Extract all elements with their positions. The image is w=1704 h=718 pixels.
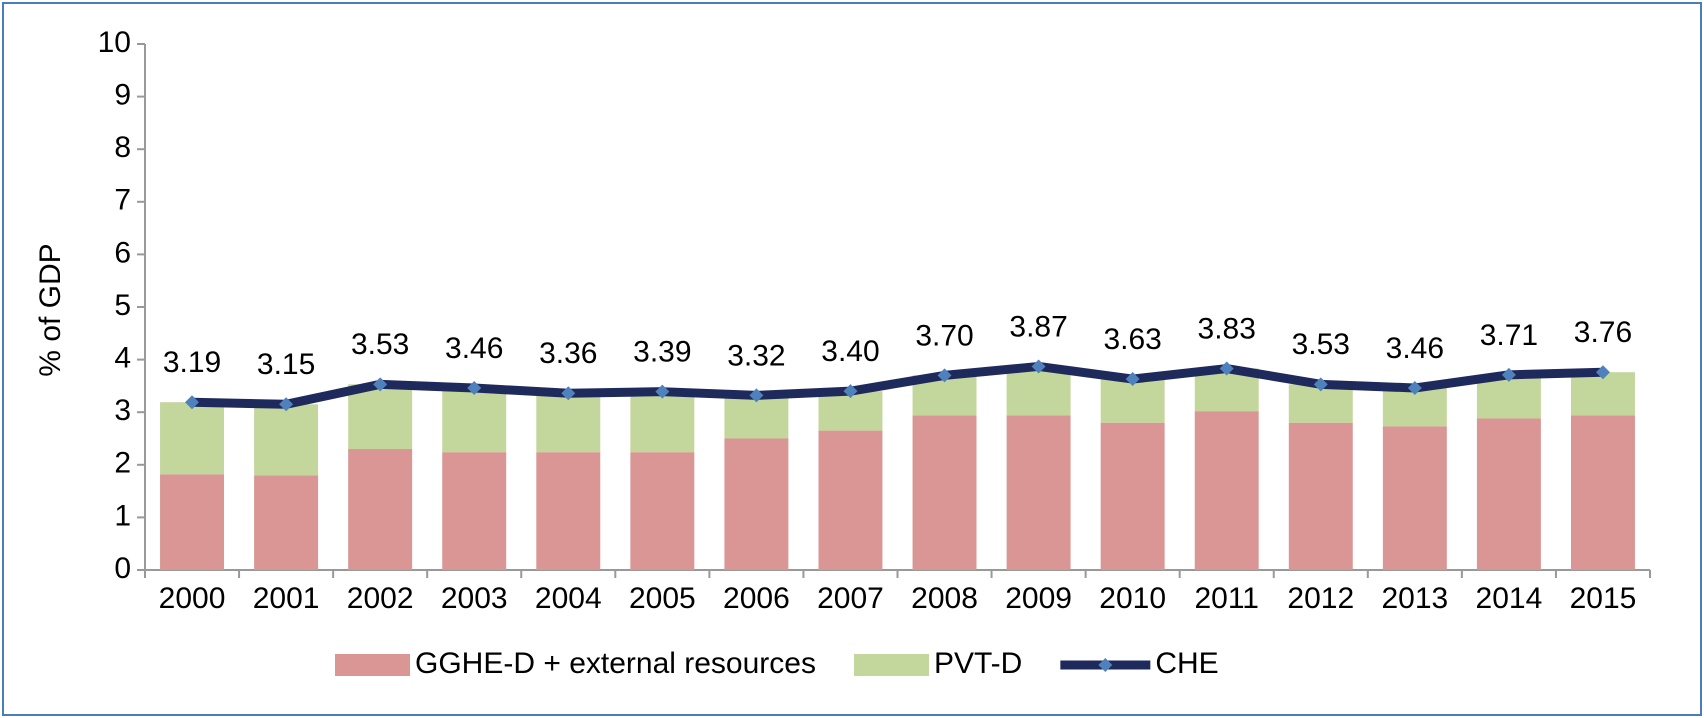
bar-segment — [348, 384, 413, 450]
y-tick-label: 10 — [98, 26, 131, 59]
x-tick-label: 2014 — [1476, 582, 1543, 615]
bar-segment — [630, 452, 695, 570]
marker — [1219, 361, 1234, 376]
x-tick-label: 2008 — [911, 582, 978, 615]
bar-segment — [818, 430, 883, 570]
x-tick-label: 2011 — [1194, 582, 1259, 615]
bar-segment — [160, 402, 225, 475]
y-tick-label: 3 — [114, 394, 131, 427]
legend-label: PVT-D — [934, 647, 1022, 680]
marker — [467, 381, 482, 396]
bar-segment — [442, 388, 507, 453]
bar-segment — [160, 474, 225, 570]
data-label: 3.46 — [1386, 332, 1444, 365]
bar-segment — [912, 415, 977, 570]
x-tick-label: 2001 — [253, 582, 320, 615]
marker — [1313, 377, 1328, 392]
marker — [1125, 372, 1140, 387]
bar-segment — [1006, 366, 1071, 416]
data-label: 3.15 — [257, 348, 315, 381]
bar-segment — [1006, 415, 1071, 570]
marker — [655, 384, 670, 399]
bar-segment — [1288, 422, 1353, 570]
data-label: 3.70 — [915, 319, 973, 352]
y-tick-label: 0 — [114, 552, 131, 585]
bar-segment — [536, 452, 601, 570]
data-label: 3.32 — [727, 339, 785, 372]
marker — [561, 386, 576, 401]
data-label: 3.83 — [1198, 312, 1256, 345]
x-tick-label: 2007 — [817, 582, 884, 615]
legend-marker — [1098, 658, 1113, 672]
x-tick-label: 2013 — [1381, 582, 1448, 615]
y-tick-label: 6 — [114, 236, 131, 269]
y-tick-label: 4 — [114, 342, 131, 375]
marker — [1501, 367, 1516, 382]
x-tick-label: 2002 — [347, 582, 414, 615]
legend-label: CHE — [1155, 647, 1218, 680]
data-label: 3.36 — [539, 337, 597, 370]
data-label: 3.53 — [351, 328, 409, 361]
bar-segment — [254, 404, 319, 476]
bar-segment — [1100, 422, 1165, 570]
bar-segment — [1100, 379, 1165, 423]
bar-segment — [724, 395, 789, 439]
x-tick-label: 2015 — [1570, 582, 1637, 615]
legend-swatch — [853, 654, 929, 676]
x-tick-label: 2004 — [535, 582, 602, 615]
marker — [843, 384, 858, 399]
legend-swatch — [335, 654, 410, 676]
data-label: 3.76 — [1574, 316, 1632, 349]
y-tick-label: 8 — [114, 131, 131, 164]
data-label: 3.39 — [633, 336, 691, 369]
data-label: 3.53 — [1292, 328, 1350, 361]
x-tick-label: 2012 — [1287, 582, 1354, 615]
y-tick-label: 2 — [114, 447, 131, 480]
marker — [749, 388, 764, 403]
y-tick-label: 1 — [114, 499, 131, 532]
bar-segment — [724, 438, 789, 570]
bar-segment — [348, 449, 413, 570]
data-label: 3.46 — [445, 332, 503, 365]
x-tick-label: 2005 — [629, 582, 696, 615]
bar-segment — [1570, 372, 1635, 416]
y-tick-label: 9 — [114, 79, 131, 112]
y-axis-label: % of GDP — [34, 243, 67, 376]
x-tick-label: 2009 — [1005, 582, 1072, 615]
marker — [1407, 381, 1422, 396]
x-tick-label: 2010 — [1099, 582, 1166, 615]
line — [191, 361, 1604, 409]
bar-segment — [442, 452, 507, 570]
y-tick-label: 5 — [114, 289, 131, 322]
y-tick-label: 7 — [114, 184, 131, 217]
data-label: 3.40 — [821, 335, 879, 368]
bar-segment — [630, 391, 695, 453]
marker — [185, 395, 200, 410]
bar-segment — [1476, 418, 1541, 570]
marker — [373, 377, 388, 392]
x-tick-label: 2000 — [159, 582, 226, 615]
marker — [1595, 365, 1610, 380]
x-tick-label: 2003 — [441, 582, 508, 615]
bar-segment — [1382, 426, 1447, 570]
marker — [937, 368, 952, 383]
legend-label: GGHE-D + external resources — [415, 647, 816, 680]
data-label: 3.63 — [1103, 323, 1161, 356]
bar-segment — [536, 393, 601, 453]
marker — [1031, 359, 1046, 374]
bar-segment — [1570, 415, 1635, 570]
data-label: 3.19 — [163, 346, 221, 379]
marker — [279, 397, 294, 412]
data-label: 3.71 — [1480, 319, 1538, 352]
x-tick-label: 2006 — [723, 582, 790, 615]
bar-segment — [1194, 411, 1259, 570]
bar-segment — [254, 475, 319, 570]
data-label: 3.87 — [1009, 310, 1067, 343]
